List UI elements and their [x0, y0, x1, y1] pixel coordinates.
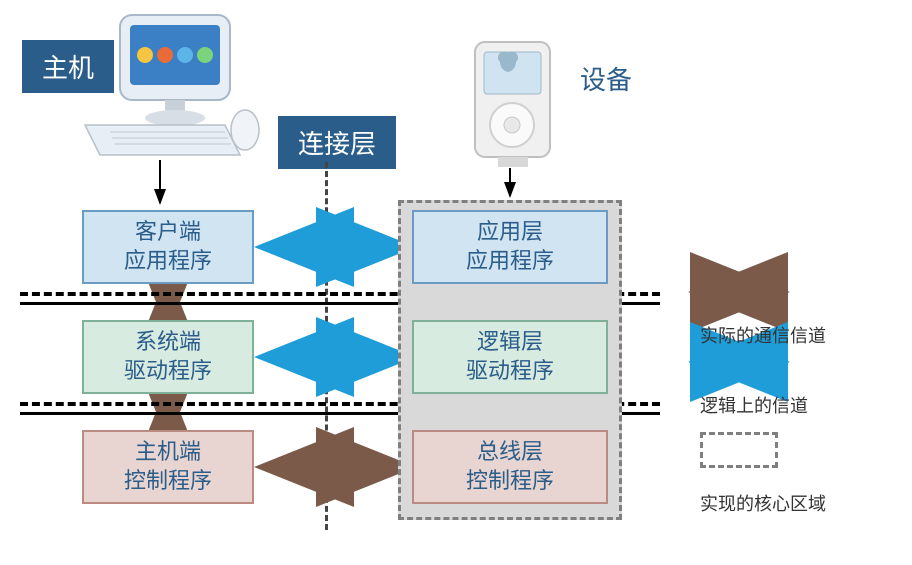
device-ctrl-box: 总线层 控制程序: [412, 430, 608, 504]
host-app-line1: 客户端: [135, 218, 201, 247]
vertical-divider: [325, 162, 328, 530]
device-driver-box: 逻辑层 驱动程序: [412, 320, 608, 394]
legend-actual-text: 实际的通信信道: [700, 322, 826, 348]
host-ctrl-box: 主机端 控制程序: [82, 430, 254, 504]
host-ctrl-line2: 控制程序: [124, 467, 212, 496]
host-driver-line1: 系统端: [135, 328, 201, 357]
device-label: 设备: [580, 60, 632, 97]
ipod-icon: [470, 40, 555, 175]
connection-layer-label: 连接层: [278, 116, 396, 169]
host-ctrl-line1: 主机端: [135, 438, 201, 467]
device-driver-line2: 驱动程序: [466, 357, 554, 386]
host-app-box: 客户端 应用程序: [82, 210, 254, 284]
device-app-box: 应用层 应用程序: [412, 210, 608, 284]
device-app-line1: 应用层: [477, 218, 543, 247]
legend-dashbox: [700, 432, 778, 468]
host-app-line2: 应用程序: [124, 247, 212, 276]
host-driver-box: 系统端 驱动程序: [82, 320, 254, 394]
host-driver-line2: 驱动程序: [124, 357, 212, 386]
legend-logical-text: 逻辑上的信道: [700, 392, 808, 418]
device-ctrl-line1: 总线层: [477, 438, 543, 467]
device-ctrl-line2: 控制程序: [466, 467, 554, 496]
legend-core-text: 实现的核心区域: [700, 490, 826, 516]
device-app-line2: 应用程序: [466, 247, 554, 276]
device-driver-line1: 逻辑层: [477, 328, 543, 357]
computer-icon: [80, 10, 260, 165]
